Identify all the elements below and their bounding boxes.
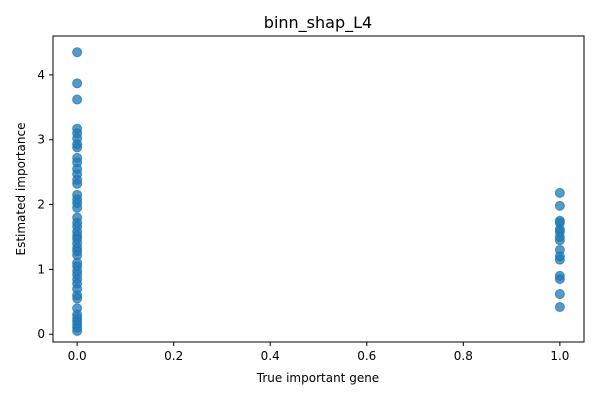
points-layer bbox=[72, 47, 565, 336]
data-point bbox=[554, 235, 565, 246]
data-point bbox=[554, 200, 565, 211]
data-point bbox=[554, 254, 565, 265]
plot-frame bbox=[52, 35, 585, 343]
data-point bbox=[72, 94, 83, 105]
data-point bbox=[72, 142, 83, 153]
data-point bbox=[554, 274, 565, 285]
x-tick-label: 0.0 bbox=[68, 349, 87, 363]
data-point bbox=[72, 325, 83, 336]
data-point bbox=[554, 187, 565, 198]
y-tick-label: 0 bbox=[37, 327, 45, 341]
x-tick-label: 0.2 bbox=[164, 349, 183, 363]
y-axis-ticks: 0 1 2 3 4 bbox=[37, 68, 53, 341]
x-tick-label: 1.0 bbox=[550, 349, 569, 363]
y-tick-label: 2 bbox=[37, 198, 45, 212]
y-axis-label: Estimated importance bbox=[14, 123, 28, 256]
data-point bbox=[554, 301, 565, 312]
x-tick-label: 0.8 bbox=[454, 349, 473, 363]
y-tick-label: 4 bbox=[37, 68, 45, 82]
data-point bbox=[72, 293, 83, 304]
x-tick-label: 0.6 bbox=[357, 349, 376, 363]
x-axis-ticks: 0.0 0.2 0.4 0.6 0.8 1.0 bbox=[68, 342, 569, 363]
y-tick-label: 3 bbox=[37, 133, 45, 147]
data-point bbox=[72, 78, 83, 89]
data-point bbox=[72, 47, 83, 58]
y-tick-label: 1 bbox=[37, 262, 45, 276]
x-axis-label: True important gene bbox=[256, 371, 379, 385]
data-point bbox=[554, 289, 565, 300]
data-point bbox=[72, 202, 83, 213]
data-point bbox=[72, 178, 83, 189]
chart-title: binn_shap_L4 bbox=[264, 13, 372, 33]
x-tick-label: 0.4 bbox=[261, 349, 280, 363]
